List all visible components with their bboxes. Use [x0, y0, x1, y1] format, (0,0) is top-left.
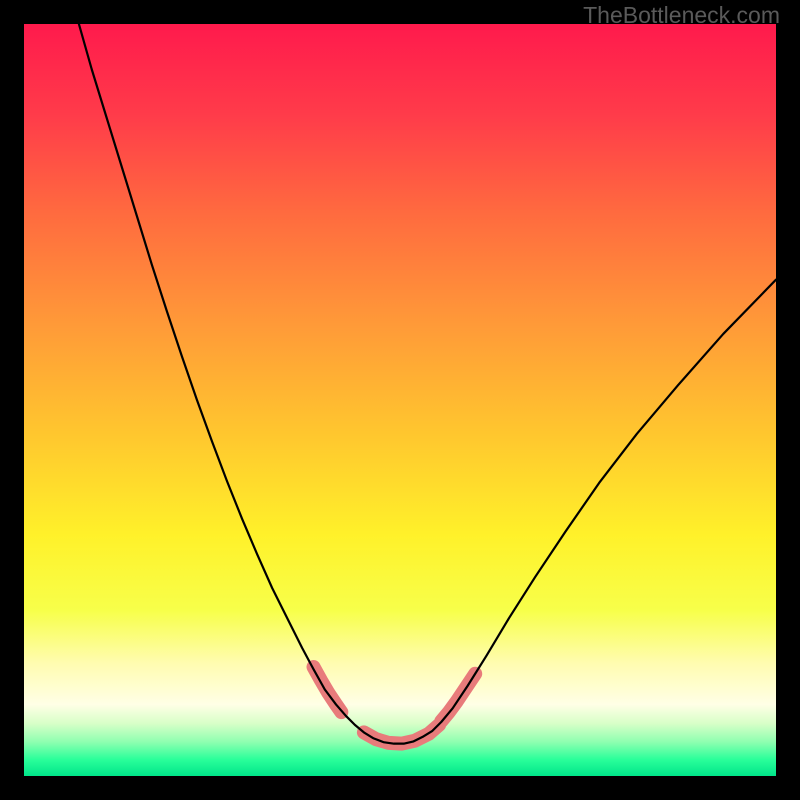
watermark-text: TheBottleneck.com [583, 2, 780, 29]
chart-plot-area [24, 24, 776, 776]
bottleneck-curve [79, 24, 776, 744]
chart-overlay-svg [24, 24, 776, 776]
